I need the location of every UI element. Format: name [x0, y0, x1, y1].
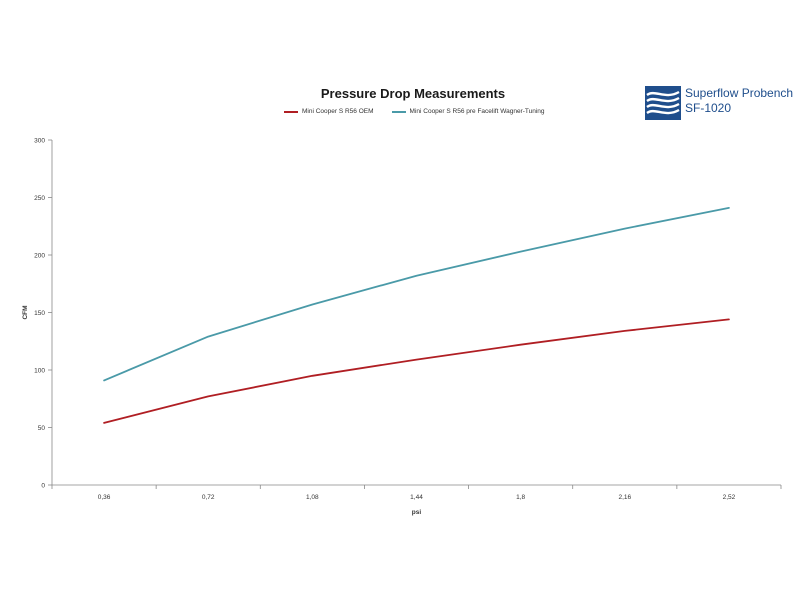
chart-title: Pressure Drop Measurements: [320, 86, 506, 101]
y-tick-label: 250: [34, 195, 45, 202]
logo-line-1: Superflow Probench: [685, 86, 794, 100]
series-line-1: [103, 206, 730, 382]
legend-swatch-oem: [284, 110, 298, 113]
superflow-logo: Superflow Probench SF-1020: [645, 86, 793, 120]
legend-label-oem: Mini Cooper S R56 OEM: [302, 108, 374, 115]
legend-swatch-wagner: [391, 110, 406, 113]
y-tick-label: 150: [34, 310, 45, 317]
y-tick-label: 300: [34, 137, 45, 144]
y-axis-label: CFM: [22, 305, 29, 319]
y-ticks: 0 50 100 150 200 250 300: [34, 137, 52, 489]
superflow-wave-icon: [645, 86, 681, 120]
x-tick-label: 1,44: [410, 494, 423, 501]
x-ticks: 0,36 0,72 1,08 1,44 1,8 2,16 2,52: [51, 485, 782, 501]
x-tick-label: 1,08: [306, 494, 319, 501]
series-lines: [103, 206, 730, 424]
y-tick-label: 0: [41, 482, 45, 489]
legend: Mini Cooper S R56 OEM Mini Cooper S R56 …: [284, 108, 545, 115]
x-axis-label: psi: [412, 509, 422, 516]
x-tick-label: 2,52: [723, 494, 736, 501]
logo-line-2: SF-1020: [685, 101, 732, 115]
x-tick-label: 0,72: [202, 494, 215, 501]
legend-label-wagner: Mini Cooper S R56 pre Facelift Wagner-Tu…: [409, 108, 545, 115]
y-tick-label: 200: [34, 252, 45, 259]
x-tick-label: 2,16: [618, 494, 631, 501]
axes: [51, 140, 781, 486]
legend-item-oem: Mini Cooper S R56 OEM: [284, 108, 374, 115]
legend-item-wagner: Mini Cooper S R56 pre Facelift Wagner-Tu…: [391, 108, 545, 115]
y-tick-label: 50: [38, 425, 46, 432]
series-line-0: [103, 318, 730, 424]
x-tick-label: 0,36: [98, 494, 111, 501]
y-tick-label: 100: [34, 367, 45, 374]
x-tick-label: 1,8: [516, 494, 525, 501]
